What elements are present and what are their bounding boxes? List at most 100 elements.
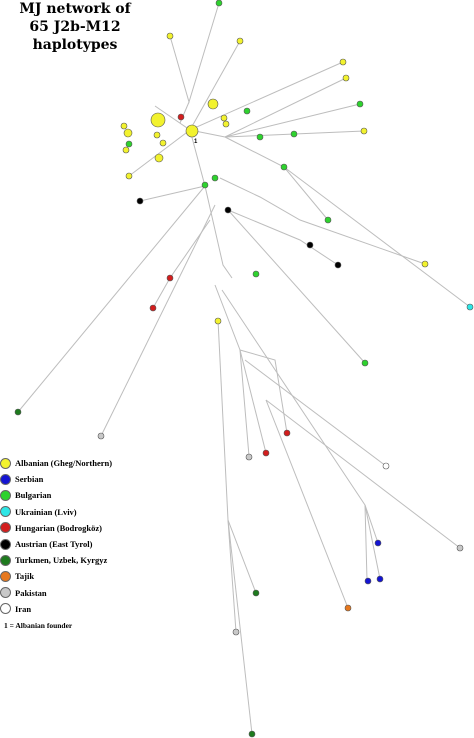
haplotype-node-albanian: [207, 98, 219, 110]
haplotype-node-hungarian: [166, 274, 174, 282]
title-line-2: 65 J2b-M12 haplotypes: [29, 19, 121, 53]
network-edge: [283, 166, 471, 308]
legend-label-austrian: Austrian (East Tyrol): [15, 539, 93, 550]
network-edge: [100, 204, 216, 437]
network-edge: [364, 504, 379, 544]
legend-label-tajik: Tajik: [15, 571, 35, 582]
legend-swatch-bulgarian: [0, 489, 11, 501]
legend-item-hungarian: Hungarian (Bodrogköz): [0, 520, 150, 536]
haplotype-node-austrian: [224, 206, 232, 214]
legend-item-bulgarian: Bulgarian: [0, 487, 150, 503]
haplotype-node-albanian: [153, 131, 161, 139]
haplotype-node-hungarian: [177, 113, 185, 121]
legend-swatch-ukrainian: [0, 506, 11, 518]
network-edge: [224, 103, 361, 138]
haplotype-node-albanian: [125, 172, 133, 180]
haplotype-node-albanian: [150, 112, 166, 128]
network-edge: [224, 77, 347, 138]
haplotype-node-austrian: [306, 241, 314, 249]
haplotype-node-bulgarian: [125, 140, 133, 148]
haplotype-node-serbian: [376, 575, 384, 583]
haplotype-node-pakistan: [232, 628, 240, 636]
legend-item-serbian: Serbian: [0, 471, 150, 487]
network-edge: [227, 209, 366, 364]
network-nodes: [14, 0, 474, 738]
haplotype-node-albanian: [339, 58, 347, 66]
haplotype-node-serbian: [374, 539, 382, 547]
legend-label-pakistan: Pakistan: [15, 587, 47, 598]
haplotype-node-tajik: [344, 604, 352, 612]
legend-label-bulgarian: Bulgarian: [15, 490, 52, 501]
haplotype-node-hungarian: [262, 449, 270, 457]
haplotype-node-serbian: [364, 577, 372, 585]
haplotype-node-bulgarian: [211, 174, 219, 182]
legend-label-turkmen: Turkmen, Uzbek, Kyrgyz: [15, 555, 108, 566]
network-edge: [189, 40, 241, 131]
legend-item-pakistan: Pakistan: [0, 585, 150, 601]
legend-swatch-turkmen: [0, 554, 11, 566]
network-edge: [244, 359, 387, 467]
haplotype-node-bulgarian: [201, 181, 209, 189]
haplotype-node-turkmen: [14, 408, 22, 416]
haplotype-node-pakistan: [245, 453, 253, 461]
haplotype-node-albanian: [222, 120, 230, 128]
network-edge: [189, 61, 344, 131]
haplotype-node-bulgarian: [361, 359, 369, 367]
network-edge: [128, 129, 191, 177]
network-edge: [204, 185, 233, 279]
haplotype-node-albanian: [166, 32, 174, 40]
haplotype-node-albanian: [360, 127, 368, 135]
legend-label-albanian: Albanian (Gheg/Northern): [15, 458, 113, 469]
legend-item-turkmen: Turkmen, Uzbek, Kyrgyz: [0, 552, 150, 568]
legend-label-serbian: Serbian: [15, 474, 44, 485]
haplotype-node-albanian: [122, 146, 130, 154]
legend-item-tajik: Tajik: [0, 568, 150, 584]
network-edge: [265, 399, 461, 549]
haplotype-node-ukrainian: [466, 303, 474, 311]
legend-swatch-iran: [0, 603, 11, 615]
haplotype-node-albanian: [159, 139, 167, 147]
network-edge: [219, 177, 426, 265]
legend-swatch-pakistan: [0, 587, 11, 599]
haplotype-node-austrian: [334, 261, 342, 269]
haplotype-node-albanian: [236, 37, 244, 45]
haplotype-node-albanian: [154, 153, 164, 163]
haplotype-node-bulgarian: [280, 163, 288, 171]
network-edge: [227, 209, 339, 266]
legend-label-ukrainian: Ukrainian (Lviv): [15, 506, 77, 517]
haplotype-node-albanian: [220, 114, 228, 122]
legend-item-iran: Iran: [0, 601, 150, 617]
network-edge: [154, 105, 191, 131]
founder-note: 1 = Albanian founder: [4, 621, 73, 630]
haplotype-node-bulgarian: [252, 270, 260, 278]
haplotype-node-turkmen: [248, 730, 256, 738]
legend-swatch-austrian: [0, 538, 11, 550]
legend-label-iran: Iran: [15, 603, 32, 614]
legend-swatch-tajik: [0, 570, 11, 582]
haplotype-node-albanian: [123, 128, 133, 138]
legend-swatch-serbian: [0, 473, 11, 485]
legend-item-albanian: Albanian (Gheg/Northern): [0, 455, 150, 471]
haplotype-node-austrian: [136, 197, 144, 205]
haplotype-node-bulgarian: [290, 130, 298, 138]
legend: Albanian (Gheg/Northern) Serbian Bulgari…: [0, 455, 150, 630]
network-edge: [17, 185, 206, 413]
haplotype-node-albanian: [342, 74, 350, 82]
legend-item-ukrainian: Ukrainian (Lviv): [0, 504, 150, 520]
diagram-title: MJ network of 65 J2b-M12 haplotypes: [0, 0, 150, 54]
network-edge: [364, 504, 381, 580]
haplotype-node-turkmen: [252, 589, 260, 597]
haplotype-node-iran: [382, 462, 390, 470]
network-edge: [227, 519, 253, 735]
haplotype-node-pakistan: [456, 544, 464, 552]
legend-item-austrian: Austrian (East Tyrol): [0, 536, 150, 552]
legend-swatch-albanian: [0, 457, 11, 469]
haplotype-node-bulgarian: [256, 133, 264, 141]
legend-swatch-hungarian: [0, 522, 11, 534]
network-edge: [239, 349, 288, 434]
network-edges: [17, 2, 471, 735]
network-edge: [265, 399, 349, 609]
haplotype-node-albanian: [214, 317, 222, 325]
haplotype-node-albanian: [120, 122, 128, 130]
